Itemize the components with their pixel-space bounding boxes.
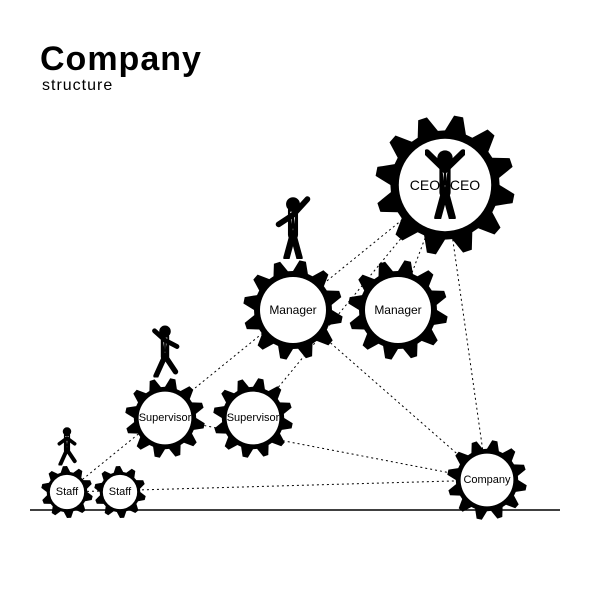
person-figure (425, 149, 465, 224)
person-icon (425, 149, 465, 219)
gear-label: Supervisor (139, 412, 192, 424)
connector-line (165, 418, 487, 480)
person-figure (150, 325, 180, 383)
gear-label: Staff (109, 486, 131, 498)
person-icon (150, 325, 180, 378)
person-figure (56, 427, 78, 471)
gear-label: Company (463, 474, 510, 486)
gear-label: Supervisor (227, 412, 280, 424)
gear-label: Staff (56, 486, 78, 498)
gear-label: Manager (269, 303, 316, 317)
person-icon (56, 427, 78, 466)
person-icon (275, 196, 311, 259)
person-figure (275, 196, 311, 264)
gear-label: Manager (374, 303, 421, 317)
diagram-canvas (0, 0, 600, 600)
